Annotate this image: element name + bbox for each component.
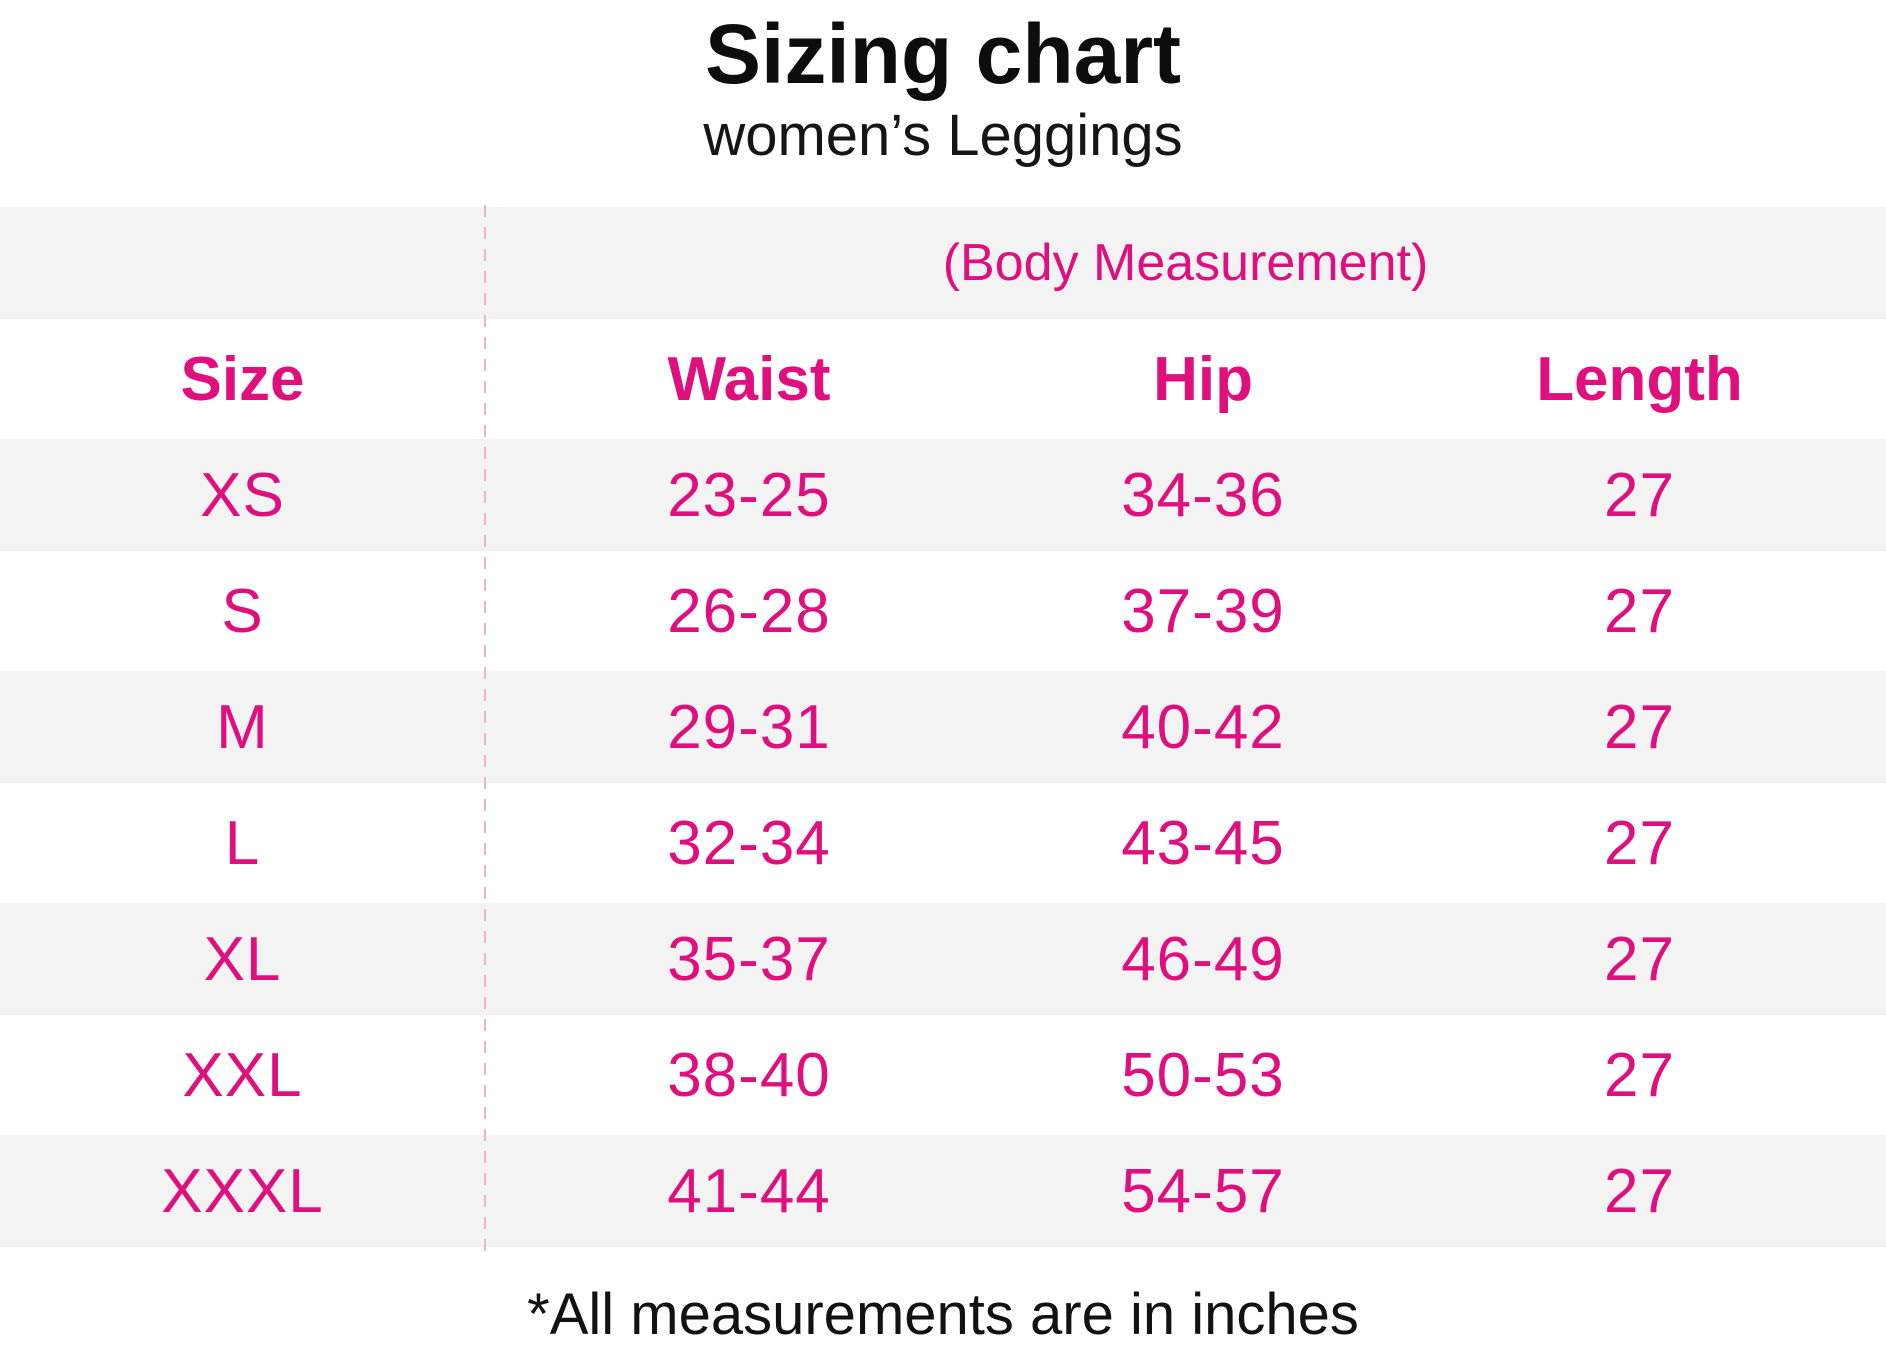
column-header-length: Length — [1536, 344, 1743, 414]
size-cell: L — [224, 808, 261, 878]
waist-cell: 29-31 — [667, 692, 831, 762]
length-cell: 27 — [1604, 576, 1675, 646]
size-cell: S — [221, 576, 264, 646]
hip-cell: 46-49 — [1121, 924, 1285, 994]
hip-cell: 37-39 — [1121, 576, 1285, 646]
table-row-s: S 26-28 37-39 27 — [0, 553, 1886, 669]
table-row-xl: XL 35-37 46-49 27 — [0, 901, 1886, 1017]
length-cell: 27 — [1604, 808, 1675, 878]
length-cell: 27 — [1604, 692, 1675, 762]
length-cell: 27 — [1604, 1156, 1675, 1226]
size-cell: XXXL — [161, 1156, 324, 1226]
waist-cell: 35-37 — [667, 924, 831, 994]
hip-cell: 50-53 — [1121, 1040, 1285, 1110]
table-row-xs: XS 23-25 34-36 27 — [0, 437, 1886, 553]
hip-cell: 40-42 — [1121, 692, 1285, 762]
column-header-size: Size — [180, 344, 305, 414]
table-group-header-row: (Body Measurement) — [0, 205, 1886, 321]
size-cell: XXL — [182, 1040, 303, 1110]
page-title: Sizing chart — [704, 7, 1182, 101]
size-cell: XS — [200, 460, 285, 530]
length-cell: 27 — [1604, 1040, 1675, 1110]
table-row-xxxl: XXXL 41-44 54-57 27 — [0, 1133, 1886, 1249]
column-header-hip: Hip — [1153, 344, 1253, 414]
size-cell: XL — [203, 924, 282, 994]
sizing-table: (Body Measurement) Size Waist Hip Length… — [0, 205, 1886, 1257]
table-header-row: Size Waist Hip Length — [0, 321, 1886, 437]
table-row-l: L 32-34 43-45 27 — [0, 785, 1886, 901]
page-subtitle: women’s Leggings — [703, 103, 1183, 168]
table-row-xxl: XXL 38-40 50-53 27 — [0, 1017, 1886, 1133]
units-footnote: *All measurements are in inches — [527, 1282, 1359, 1347]
hip-cell: 54-57 — [1121, 1156, 1285, 1226]
size-cell: M — [216, 692, 269, 762]
length-cell: 27 — [1604, 460, 1675, 530]
waist-cell: 23-25 — [667, 460, 831, 530]
waist-cell: 41-44 — [667, 1156, 831, 1226]
body-measurement-label: (Body Measurement) — [942, 234, 1429, 292]
waist-cell: 26-28 — [667, 576, 831, 646]
length-cell: 27 — [1604, 924, 1675, 994]
chart-header: Sizing chart women’s Leggings — [0, 0, 1886, 205]
column-header-waist: Waist — [667, 344, 831, 414]
empty-cell — [0, 207, 485, 319]
table-row-m: M 29-31 40-42 27 — [0, 669, 1886, 785]
hip-cell: 43-45 — [1121, 808, 1285, 878]
waist-cell: 32-34 — [667, 808, 831, 878]
waist-cell: 38-40 — [667, 1040, 831, 1110]
column-divider-dashed-line — [484, 205, 486, 1257]
hip-cell: 34-36 — [1121, 460, 1285, 530]
